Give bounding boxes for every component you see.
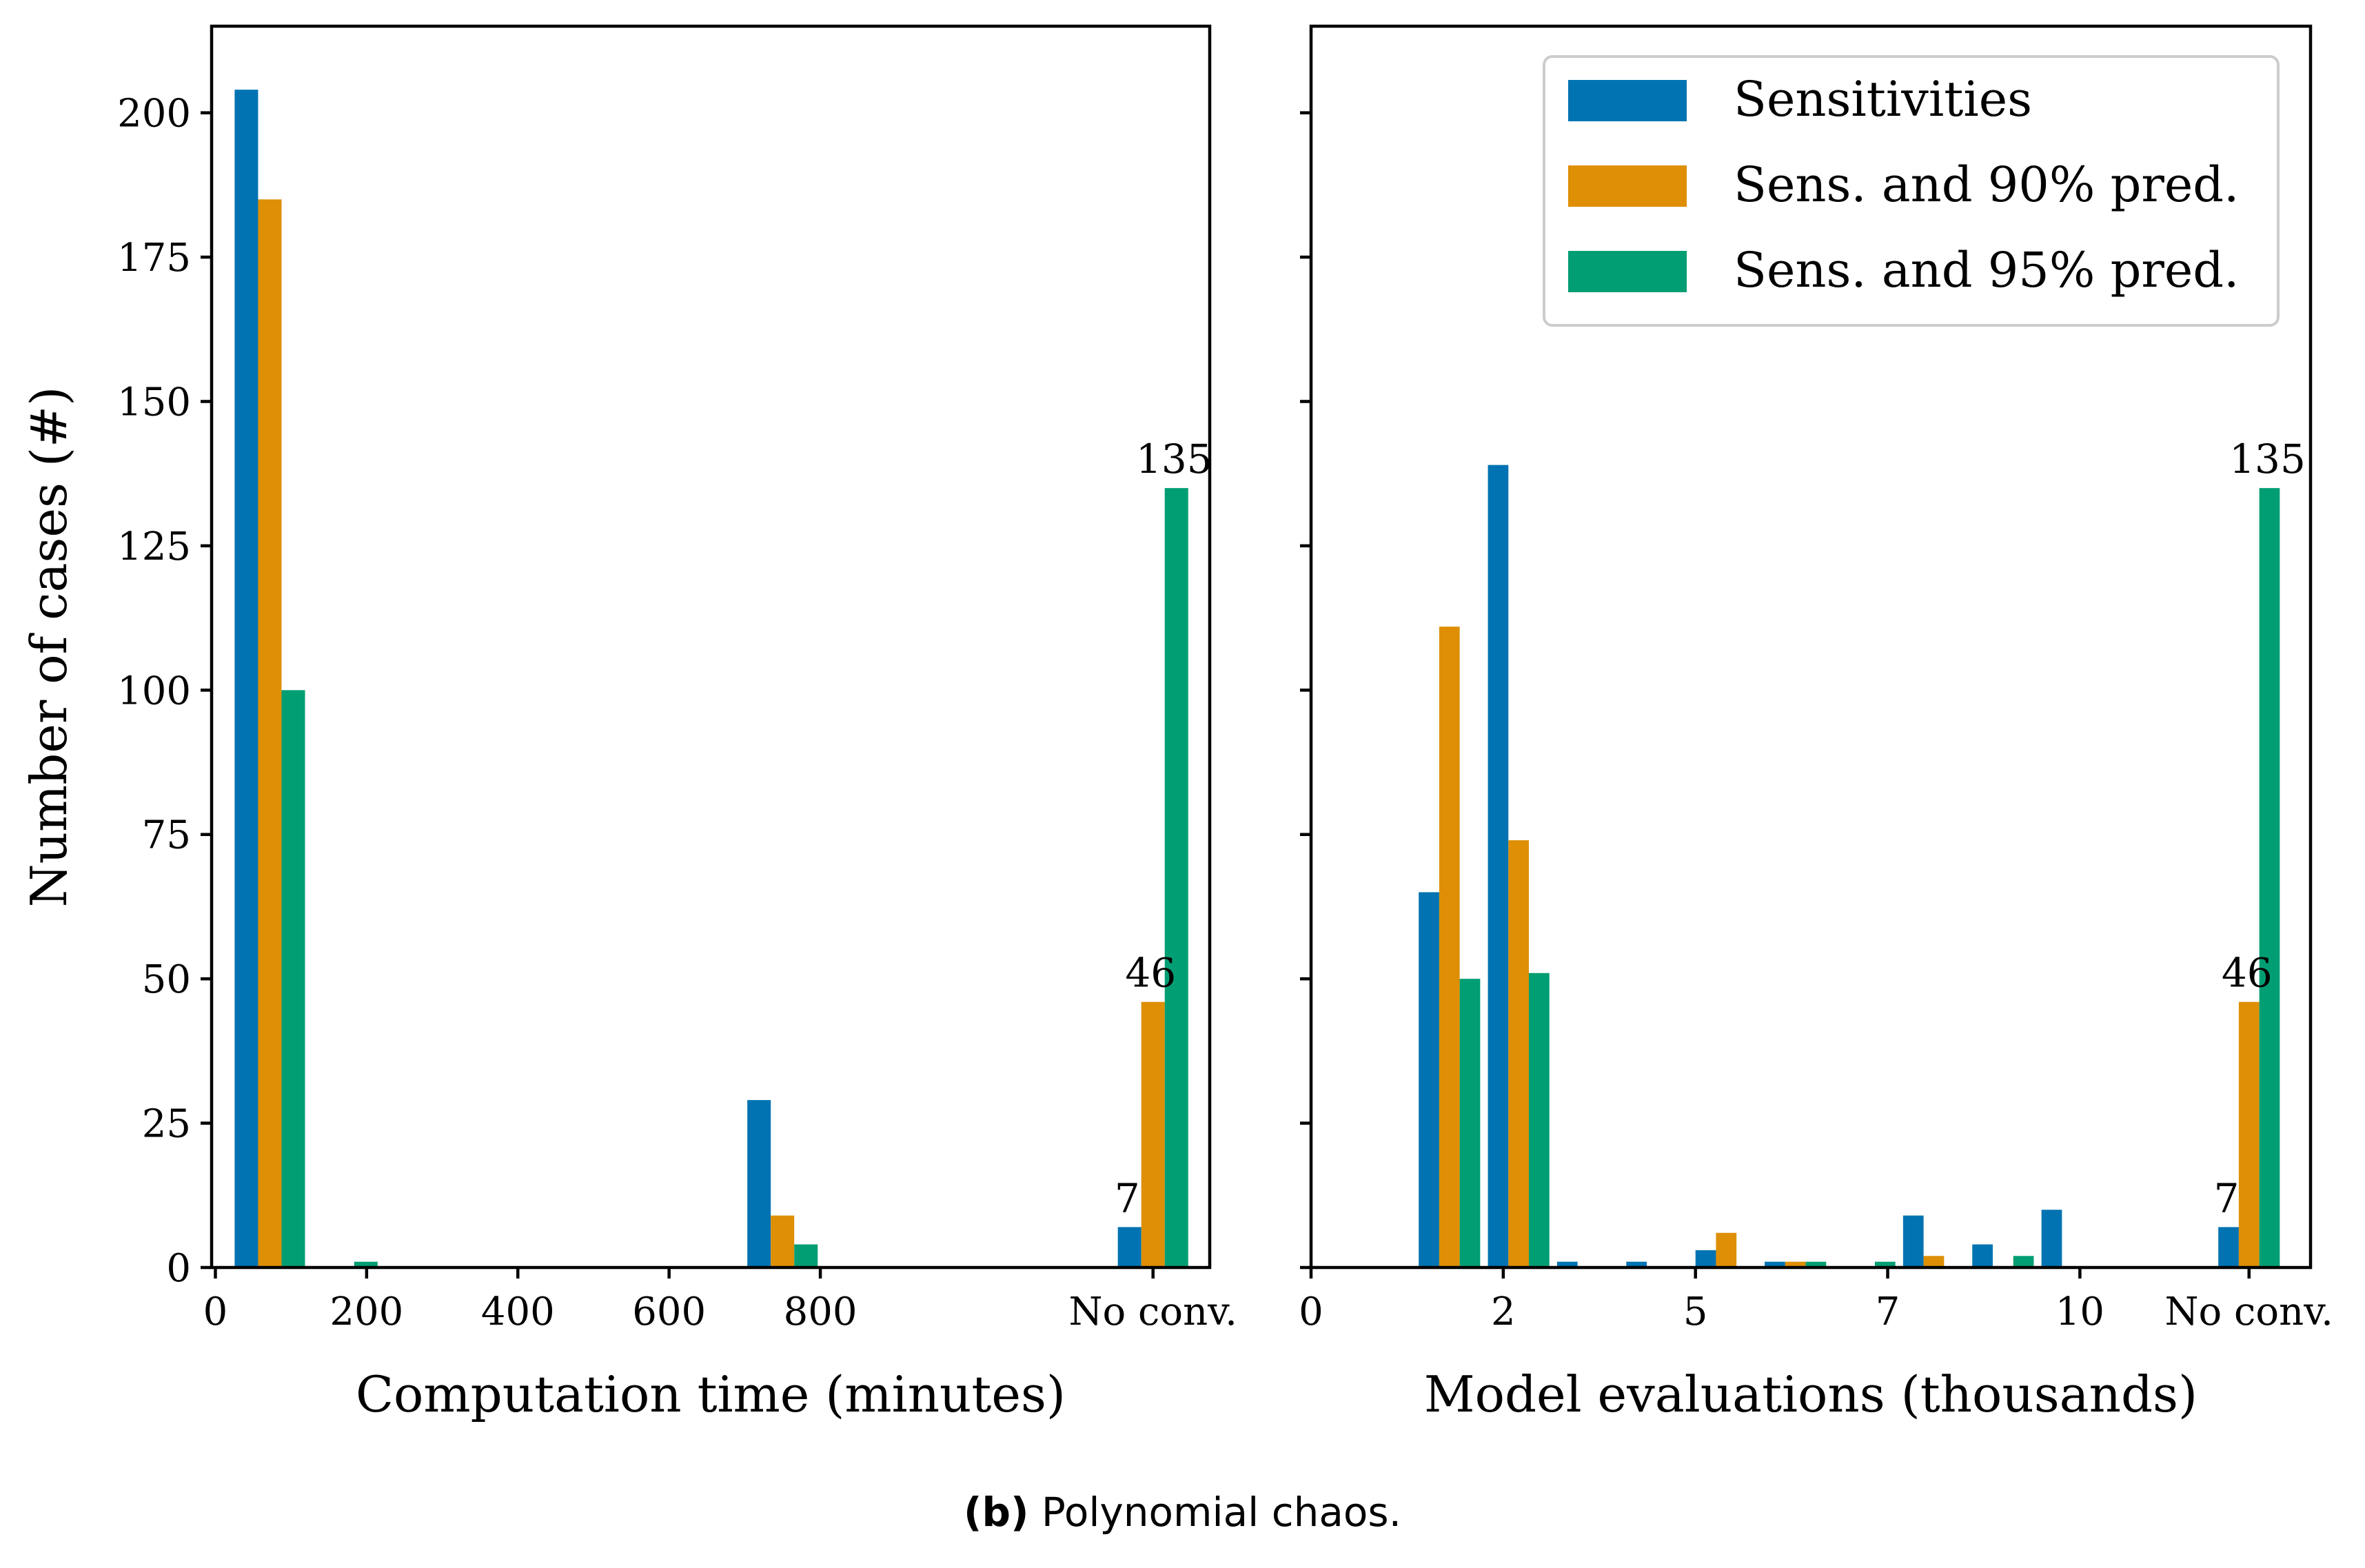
bar-sens-and-90-pred--bin-0 — [1439, 627, 1460, 1267]
bar-sens-and-95-pred--bin-1 — [1529, 973, 1550, 1267]
x-axis-label: Computation time (minutes) — [356, 1365, 1066, 1423]
y-tick-label: 175 — [117, 236, 191, 281]
bar-sensitivities-bin-0 — [234, 90, 258, 1268]
x-tick-label: 7 — [1876, 1290, 1900, 1334]
axes-frame — [1309, 24, 2313, 1270]
x-axis-label: Model evaluations (thousands) — [1424, 1365, 2197, 1423]
x-tick-label: 2 — [1491, 1290, 1516, 1334]
bar-sens-and-95-pred--bin-2 — [794, 1244, 818, 1267]
legend-label-0: Sensitivities — [1734, 71, 2032, 128]
legend-label-2: Sens. and 95% pred. — [1734, 242, 2239, 298]
bar-value-label: 135 — [2229, 436, 2306, 482]
y-tick-label: 150 — [117, 380, 191, 425]
bar-sensitivities-bin-4 — [1695, 1250, 1716, 1267]
y-tick-label: 125 — [117, 525, 191, 569]
right-chart-model-evaluations: 7 46 135 0 2 5 7 10 No conv. Model evaluations (t… — [1299, 24, 2333, 1423]
y-tick-label: 25 — [142, 1102, 191, 1147]
bar-sensitivities-bin-3 — [1626, 1261, 1647, 1267]
legend-swatch-2 — [1568, 251, 1687, 292]
legend: Sensitivities Sens. and 90% pred. Sens. an… — [1543, 55, 2280, 327]
x-tick-label: 0 — [1299, 1290, 1323, 1334]
y-tick-label: 0 — [166, 1246, 191, 1291]
bar-sensitivities-bin-0 — [1419, 892, 1439, 1267]
bar-sens-and-90-pred--bin-0 — [258, 199, 282, 1267]
y-tick-label: 75 — [142, 813, 191, 858]
left-chart-computation-time: 7 46 135 0 25 50 75 100 125 150 175 200 0 200 400 600 80… — [20, 24, 1237, 1423]
bar-sens-and-90-pred--bin-10 — [2238, 1001, 2260, 1267]
bar-sens-and-90-pred--bin-2 — [771, 1215, 795, 1267]
bar-sens-and-95-pred--bin-1 — [354, 1261, 378, 1267]
bar-sensitivities-bin-2 — [747, 1100, 771, 1267]
x-tick-label: 5 — [1683, 1290, 1708, 1334]
y-axis-label: Number of cases (#) — [20, 387, 78, 908]
axes-frame — [210, 24, 1212, 1270]
x-tick-label-no-conv: No conv. — [1069, 1290, 1237, 1334]
y-tick-label: 200 — [117, 92, 191, 136]
bar-value-label: 7 — [2214, 1174, 2240, 1221]
bar-sens-and-95-pred--bin-8 — [2013, 1256, 2034, 1267]
bar-value-label: 7 — [1115, 1174, 1140, 1221]
bar-sensitivities-bin-8 — [1972, 1244, 1993, 1267]
bar-sensitivities-bin-1 — [1488, 465, 1509, 1267]
bar-sens-and-95-pred--bin-10 — [2259, 488, 2280, 1267]
legend-swatch-1 — [1568, 165, 1687, 207]
bar-sens-and-90-pred--bin-5 — [1785, 1261, 1806, 1267]
bar-value-label: 135 — [1136, 436, 1212, 482]
bar-sens-and-95-pred--bin-0 — [1459, 979, 1481, 1267]
x-tick-label: 600 — [632, 1290, 706, 1334]
legend-box — [1543, 55, 2280, 327]
bar-sensitivities-bin-3 — [1117, 1227, 1141, 1267]
caption-label: (b) — [963, 1489, 1029, 1536]
bar-sens-and-90-pred--bin-4 — [1716, 1232, 1737, 1267]
bar-sens-and-95-pred--bin-3 — [1164, 488, 1188, 1267]
x-tick-label: 800 — [784, 1290, 857, 1334]
figure-caption: (b) Polynomial chaos. — [0, 1489, 2365, 1536]
bar-sensitivities-bin-7 — [1902, 1215, 1924, 1267]
bar-sens-and-90-pred--bin-3 — [1141, 1001, 1165, 1267]
bar-value-label: 46 — [1125, 950, 1176, 997]
caption-text: Polynomial chaos. — [1028, 1489, 1402, 1536]
y-tick-label: 50 — [142, 957, 191, 1002]
bar-sens-and-95-pred--bin-6 — [1874, 1261, 1896, 1267]
bar-value-label: 46 — [2222, 950, 2273, 997]
bar-sensitivities-bin-2 — [1556, 1261, 1578, 1267]
x-tick-label-no-conv: No conv. — [2165, 1290, 2333, 1334]
bar-sens-and-90-pred--bin-1 — [1508, 840, 1530, 1267]
bar-sens-and-95-pred--bin-0 — [281, 690, 305, 1267]
x-tick-label: 400 — [481, 1290, 555, 1334]
bar-sensitivities-bin-10 — [2218, 1227, 2239, 1267]
legend-label-1: Sens. and 90% pred. — [1734, 156, 2239, 213]
x-tick-label: 0 — [203, 1290, 228, 1334]
legend-swatch-0 — [1568, 80, 1687, 121]
bar-sens-and-95-pred--bin-5 — [1805, 1261, 1827, 1267]
y-tick-label: 100 — [117, 669, 191, 713]
bar-sens-and-90-pred--bin-7 — [1923, 1256, 1945, 1267]
bar-sensitivities-bin-5 — [1765, 1261, 1785, 1267]
x-tick-label: 200 — [329, 1290, 403, 1334]
x-tick-label: 10 — [2056, 1290, 2104, 1334]
bar-sensitivities-bin-9 — [2041, 1210, 2062, 1267]
